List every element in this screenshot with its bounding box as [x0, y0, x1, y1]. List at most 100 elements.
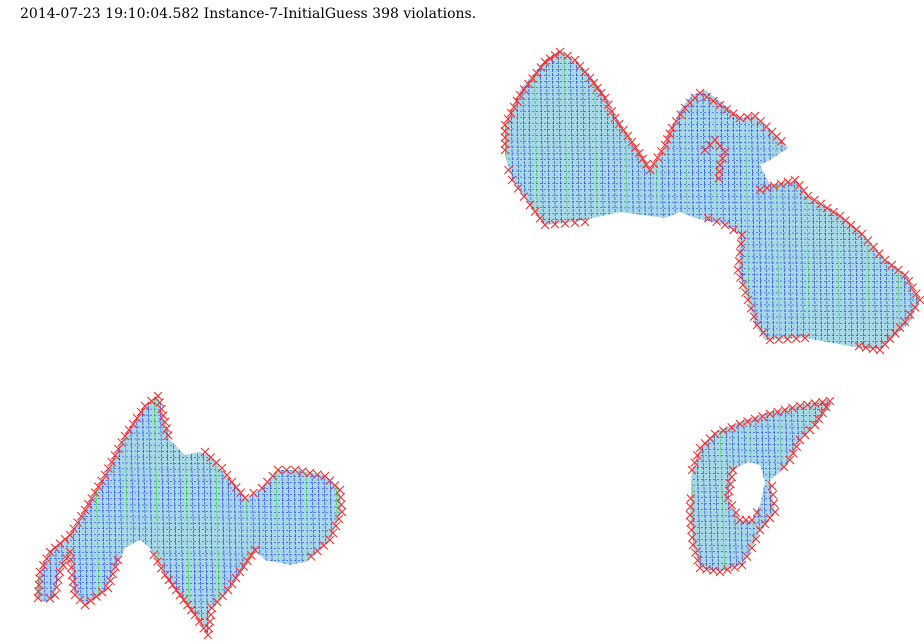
- violation-marker: [765, 409, 775, 419]
- violation-marker: [222, 470, 232, 480]
- violation-marker: [550, 219, 560, 229]
- violation-marker: [752, 508, 762, 517]
- violation-marker: [589, 78, 599, 88]
- violation-marker: [336, 500, 346, 510]
- violation-marker: [86, 596, 96, 606]
- violation-marker: [334, 514, 344, 524]
- violation-marker: [610, 113, 620, 123]
- violation-marker: [183, 600, 192, 610]
- violation-marker: [155, 398, 165, 407]
- violation-marker: [835, 211, 845, 221]
- violation-marker: [736, 273, 745, 282]
- violation-marker: [735, 113, 745, 123]
- violation-marker: [755, 185, 765, 195]
- violation-marker: [619, 125, 628, 135]
- violation-marker: [331, 521, 341, 531]
- violation-marker: [525, 200, 535, 210]
- violation-marker: [718, 426, 728, 436]
- violation-marker: [83, 499, 93, 509]
- violation-marker: [532, 68, 542, 78]
- timestamp: 2014-07-23 19:10:04.582: [20, 6, 200, 22]
- violation-marker: [231, 573, 241, 583]
- violation-marker: [715, 141, 725, 151]
- violation-marker: [767, 481, 777, 491]
- violation-marker: [743, 295, 753, 305]
- violation-marker: [733, 265, 743, 275]
- violation-marker: [800, 333, 810, 343]
- violation-marker: [915, 295, 924, 305]
- violation-marker: [720, 220, 730, 230]
- violation-marker: [515, 90, 525, 100]
- violation-marker: [107, 457, 117, 467]
- violation-marker: [235, 567, 245, 577]
- violation-marker: [712, 217, 722, 227]
- violation-marker: [124, 425, 134, 435]
- violation-marker: [273, 465, 283, 475]
- violation-marker: [555, 47, 565, 57]
- violation-marker: [231, 482, 241, 492]
- violation-marker: [575, 61, 585, 71]
- violation-marker: [504, 165, 513, 175]
- violation-marker: [737, 230, 747, 240]
- instance-name: Instance-7-InitialGuess: [203, 6, 368, 22]
- violation-marker: [113, 555, 123, 565]
- violation-marker: [593, 83, 602, 93]
- violation-marker: [50, 590, 60, 600]
- violation-marker: [313, 470, 322, 479]
- violation-marker: [62, 554, 72, 564]
- violation-marker: [765, 335, 775, 345]
- violation-marker: [239, 562, 249, 571]
- violation-marker: [623, 131, 633, 141]
- violation-marker: [645, 165, 655, 175]
- violation-marker: [90, 488, 100, 497]
- violation-marker: [540, 57, 550, 67]
- violation-marker: [243, 556, 252, 566]
- violation-marker: [908, 283, 917, 292]
- violation-marker: [65, 547, 75, 557]
- violation-marker: [523, 79, 533, 89]
- violation-marker: [164, 575, 174, 585]
- violation-marker: [634, 148, 644, 158]
- violation-marker: [791, 334, 801, 343]
- violation-marker: [512, 96, 522, 106]
- violation-marker: [816, 199, 826, 209]
- violation-marker: [687, 525, 696, 535]
- violation-marker: [685, 502, 695, 512]
- violation-marker: [179, 595, 189, 605]
- violation-marker: [500, 145, 510, 155]
- violation-marker: [53, 575, 63, 585]
- violation-marker: [662, 134, 672, 144]
- violation-marker: [560, 219, 570, 228]
- violation-marker: [103, 583, 113, 593]
- violation-marker: [76, 511, 86, 521]
- violation-marker: [738, 280, 748, 290]
- violation-marker: [162, 424, 172, 434]
- violation-marker: [638, 154, 648, 164]
- violation-marker: [519, 192, 529, 202]
- violation-marker: [762, 183, 772, 193]
- violation-marker: [199, 623, 209, 633]
- violation-marker: [160, 417, 170, 427]
- violation-marker: [194, 617, 204, 627]
- violation-marker: [67, 570, 77, 580]
- violation-marker: [783, 177, 793, 187]
- violation-marker: [692, 450, 702, 460]
- violation-marker: [743, 417, 752, 426]
- violation-marker: [690, 458, 700, 468]
- violation-marker: [290, 465, 300, 475]
- violation-marker: [750, 414, 760, 424]
- violation-marker: [163, 430, 173, 440]
- violation-marker: [190, 610, 200, 620]
- violation-marker: [147, 396, 156, 406]
- violation-marker: [175, 590, 185, 600]
- violation-marker: [540, 220, 550, 230]
- violation-marker: [795, 435, 805, 445]
- violation-marker: [153, 391, 163, 401]
- violation-marker: [825, 396, 835, 406]
- violation-marker: [718, 154, 727, 163]
- violation-marker: [737, 560, 747, 570]
- violation-marker: [810, 399, 820, 408]
- violation-marker: [110, 451, 120, 460]
- violation-marker: [695, 563, 705, 573]
